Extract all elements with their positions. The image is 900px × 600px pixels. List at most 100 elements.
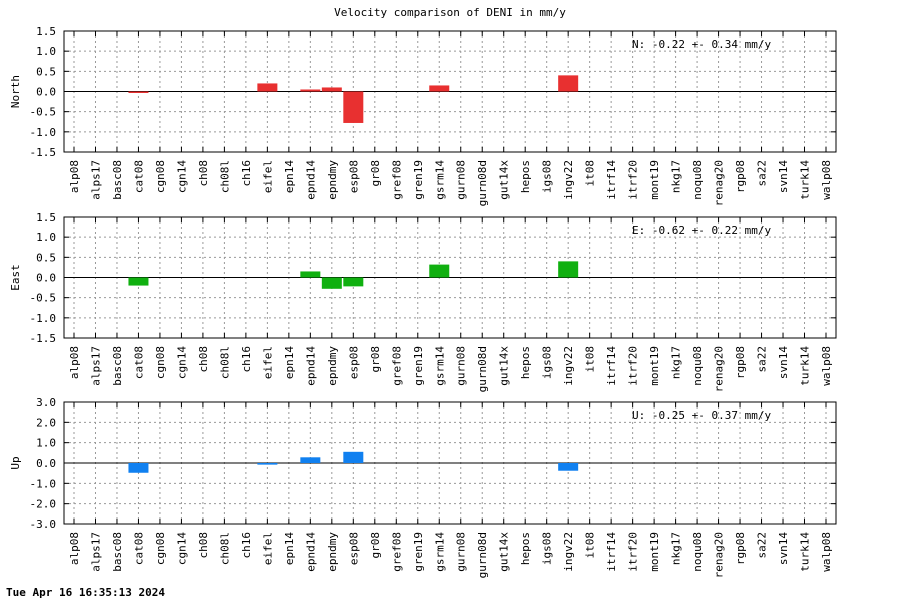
x-tick-label: epnd14 bbox=[304, 532, 317, 572]
y-tick-label: -0.5 bbox=[30, 292, 57, 305]
x-tick-label: igs08 bbox=[541, 346, 554, 379]
y-tick-label: 0.0 bbox=[36, 272, 56, 285]
bar-esp08 bbox=[343, 277, 364, 287]
bar-epnd14 bbox=[300, 457, 321, 463]
chart-title: Velocity comparison of DENI in mm/y bbox=[334, 6, 566, 19]
x-tick-label: basc08 bbox=[111, 160, 124, 200]
x-tick-label: ch08 bbox=[197, 160, 210, 187]
x-tick-label: itrf14 bbox=[605, 160, 618, 200]
x-tick-label: sa22 bbox=[756, 532, 769, 559]
x-tick-label: gr08 bbox=[369, 160, 382, 187]
x-tick-label: gren19 bbox=[412, 160, 425, 200]
x-tick-label: cat08 bbox=[132, 532, 145, 565]
bar-cat08 bbox=[128, 463, 149, 473]
x-tick-label: gurn08d bbox=[476, 532, 489, 578]
y-tick-label: 3.0 bbox=[36, 396, 56, 409]
x-tick-label: cgn08 bbox=[154, 160, 167, 193]
x-tick-label: ch08 bbox=[197, 346, 210, 373]
y-tick-label: 1.0 bbox=[36, 231, 56, 244]
x-tick-label: alp08 bbox=[68, 346, 81, 379]
x-tick-label: epn14 bbox=[283, 346, 296, 379]
x-tick-label: alps17 bbox=[89, 160, 102, 200]
x-tick-label: sa22 bbox=[756, 346, 769, 373]
x-tick-label: rgp08 bbox=[734, 160, 747, 193]
bar-ingv22 bbox=[558, 75, 579, 92]
x-tick-label: renag20 bbox=[713, 532, 726, 578]
bar-ingv22 bbox=[558, 463, 579, 471]
panel-annotation: N: -0.22 +- 0.34 mm/y bbox=[632, 38, 771, 51]
x-tick-label: it08 bbox=[584, 532, 597, 559]
bar-cat08 bbox=[128, 91, 149, 93]
bar-epnd14 bbox=[300, 271, 321, 278]
y-tick-label: 1.5 bbox=[36, 25, 56, 38]
y-tick-label: 1.0 bbox=[36, 45, 56, 58]
x-tick-label: noqu08 bbox=[691, 160, 704, 200]
x-tick-label: gut14x bbox=[498, 346, 511, 386]
y-tick-label: 0.0 bbox=[36, 457, 56, 470]
x-tick-label: gsrm14 bbox=[433, 532, 446, 572]
x-tick-label: mont19 bbox=[648, 532, 661, 572]
x-tick-label: gren19 bbox=[412, 532, 425, 572]
x-tick-label: epndmy bbox=[326, 160, 339, 200]
x-tick-label: mont19 bbox=[648, 160, 661, 200]
x-tick-label: basc08 bbox=[111, 346, 124, 386]
x-tick-label: igs08 bbox=[541, 532, 554, 565]
x-tick-label: gren19 bbox=[412, 346, 425, 386]
x-tick-label: walp08 bbox=[820, 160, 833, 200]
bar-epndmy bbox=[321, 277, 342, 289]
x-tick-label: turk14 bbox=[799, 532, 812, 572]
x-tick-label: turk14 bbox=[799, 160, 812, 200]
x-tick-label: epnd14 bbox=[304, 346, 317, 386]
x-tick-label: eifel bbox=[261, 532, 274, 565]
x-tick-label: walp08 bbox=[820, 346, 833, 386]
y-tick-label: 2.0 bbox=[36, 416, 56, 429]
x-tick-label: gut14x bbox=[498, 160, 511, 200]
x-tick-label: gref08 bbox=[390, 160, 403, 200]
x-tick-label: alps17 bbox=[89, 346, 102, 386]
x-tick-label: turk14 bbox=[799, 346, 812, 386]
x-tick-label: renag20 bbox=[713, 346, 726, 392]
x-tick-label: eifel bbox=[261, 346, 274, 379]
x-tick-label: svn14 bbox=[777, 346, 790, 379]
x-tick-label: cgn14 bbox=[175, 346, 188, 379]
x-tick-label: itrf20 bbox=[627, 160, 640, 200]
bar-esp08 bbox=[343, 91, 364, 123]
x-tick-label: ingv22 bbox=[562, 160, 575, 200]
x-tick-label: ch08l bbox=[218, 346, 231, 379]
x-tick-label: gr08 bbox=[369, 346, 382, 373]
x-tick-label: itrf14 bbox=[605, 532, 618, 572]
bar-esp08 bbox=[343, 451, 364, 463]
bar-eifel bbox=[257, 463, 278, 465]
y-tick-label: 0.0 bbox=[36, 86, 56, 99]
x-tick-label: nkg17 bbox=[670, 160, 683, 193]
x-tick-label: cgn08 bbox=[154, 532, 167, 565]
y-axis-label: Up bbox=[9, 456, 22, 469]
x-tick-label: cat08 bbox=[132, 346, 145, 379]
x-tick-label: epnd14 bbox=[304, 160, 317, 200]
x-tick-label: igs08 bbox=[541, 160, 554, 193]
plot-frame bbox=[63, 30, 837, 153]
x-tick-label: it08 bbox=[584, 160, 597, 187]
x-tick-label: gurn08d bbox=[476, 346, 489, 392]
timestamp: Tue Apr 16 16:35:13 2024 bbox=[6, 586, 165, 599]
y-tick-label: -0.5 bbox=[30, 106, 57, 119]
bar-ingv22 bbox=[558, 261, 579, 278]
x-tick-label: eifel bbox=[261, 160, 274, 193]
bar-epnd14 bbox=[300, 89, 321, 92]
x-tick-label: rgp08 bbox=[734, 532, 747, 565]
x-tick-label: ch16 bbox=[240, 160, 253, 187]
bar-gsrm14 bbox=[429, 85, 450, 92]
y-tick-label: 1.0 bbox=[36, 437, 56, 450]
y-axis-label: East bbox=[9, 264, 22, 291]
x-tick-label: epn14 bbox=[283, 532, 296, 565]
x-tick-label: itrf20 bbox=[627, 346, 640, 386]
x-tick-label: epndmy bbox=[326, 346, 339, 386]
x-tick-label: rgp08 bbox=[734, 346, 747, 379]
x-tick-label: it08 bbox=[584, 346, 597, 373]
y-tick-label: -3.0 bbox=[30, 518, 57, 531]
x-tick-label: gref08 bbox=[390, 532, 403, 572]
x-tick-label: alps17 bbox=[89, 532, 102, 572]
bar-cat08 bbox=[128, 277, 149, 286]
